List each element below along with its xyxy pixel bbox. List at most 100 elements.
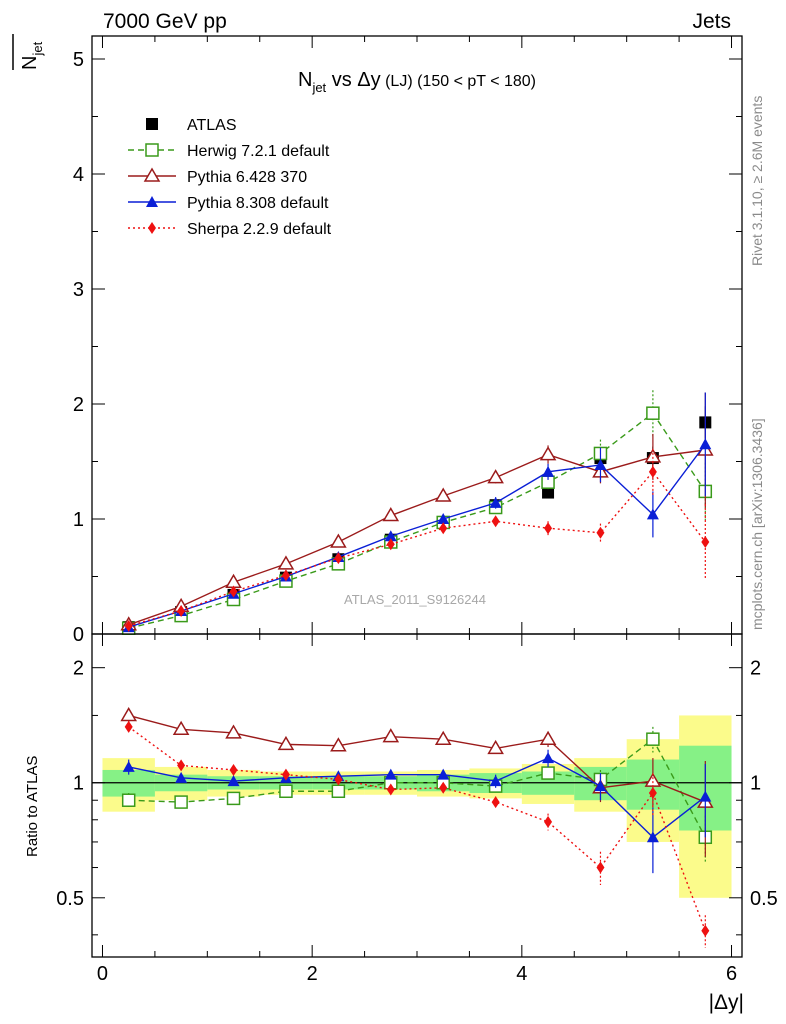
data-point: [124, 619, 133, 632]
legend-marker: [146, 196, 158, 207]
y-tick-label-right: 1: [750, 773, 761, 795]
data-point: [487, 469, 504, 484]
data-point: [699, 790, 712, 802]
data-point: [544, 522, 553, 535]
data-point: [542, 465, 555, 477]
data-point: [175, 771, 188, 783]
x-tick-label: 0: [97, 963, 108, 985]
data-point: [386, 783, 395, 796]
data-point: [279, 784, 293, 799]
title-main-sub: jet: [311, 80, 326, 95]
data-point: [277, 555, 295, 570]
data-point: [226, 791, 241, 806]
data-point: [489, 496, 502, 508]
data-point: [439, 781, 448, 794]
y-axis-label-bottom: Ratio to ATLAS: [24, 756, 41, 857]
data-point: [594, 458, 607, 470]
data-point: [225, 724, 242, 739]
data-point: [541, 766, 555, 780]
ratio-panel: 0 2 4 6 0.5 0.5 1 1 2 2: [56, 633, 778, 985]
data-point: [384, 530, 397, 542]
legend-marker: [145, 143, 159, 157]
series-pythia6: [120, 706, 714, 857]
data-point: [174, 795, 188, 809]
legend: ATLAS Herwig 7.2.1 default Pythia 6.428 37…: [128, 117, 332, 238]
x-tick-label: 2: [307, 963, 318, 985]
data-point: [120, 706, 137, 722]
title-tag: (LJ): [381, 73, 413, 90]
title-range: (150 < pT < 180): [413, 73, 536, 90]
x-tick-label: 6: [726, 963, 737, 985]
data-point: [121, 793, 136, 807]
data-point: [177, 605, 186, 617]
data-point: [437, 513, 450, 524]
data-point: [594, 780, 607, 792]
legend-marker: [146, 118, 158, 130]
data-point: [334, 552, 343, 565]
legend-label: Pythia 6.428 370: [187, 169, 307, 186]
y-tick-label: 2: [73, 394, 84, 416]
data-point: [229, 585, 238, 598]
data-point: [646, 508, 659, 520]
data-point: [281, 768, 290, 781]
data-point: [386, 538, 395, 551]
x-tick-label: 4: [516, 963, 527, 985]
series-sherpa: [124, 448, 710, 632]
data-point: [701, 924, 710, 937]
data-point: [596, 861, 605, 874]
data-point: [439, 522, 448, 535]
series-line: [128, 757, 706, 839]
data-point: [434, 487, 452, 502]
data-point: [646, 732, 660, 746]
data-point: [539, 446, 557, 461]
legend-label: Pythia 8.308 default: [187, 195, 329, 212]
y-tick-label-right: 0.5: [750, 888, 778, 910]
data-point: [227, 775, 240, 787]
title-main: N: [298, 69, 312, 91]
data-point: [384, 768, 397, 780]
data-point: [491, 796, 500, 809]
data-point: [701, 536, 710, 548]
data-point: [596, 526, 605, 539]
data-point: [487, 739, 504, 755]
data-point: [122, 760, 135, 772]
main-panel: 0 1 2 3 4 5: [73, 35, 743, 646]
legend-marker: [148, 222, 156, 234]
data-point: [542, 486, 555, 499]
data-point: [434, 730, 452, 745]
series-line: [128, 412, 706, 629]
data-point: [437, 768, 450, 780]
plot-title: Njet vs Δy (LJ) (150 < pT < 180): [298, 69, 536, 95]
data-point: [277, 735, 295, 751]
y-tick-label: 0.5: [56, 888, 84, 910]
y-tick-label: 5: [73, 49, 84, 71]
data-point: [648, 465, 657, 478]
side-label-rivet: Rivet 3.1.10, ≥ 2.6M events: [749, 96, 765, 266]
x-axis-label: |Δy|: [709, 991, 744, 1014]
data-point: [539, 730, 557, 745]
legend-label: Sherpa 2.2.9 default: [187, 221, 332, 238]
data-point: [331, 784, 346, 799]
legend-label: Herwig 7.2.1 default: [187, 143, 330, 160]
data-point: [648, 787, 657, 800]
data-point: [491, 515, 500, 528]
data-point: [646, 406, 660, 420]
series-line: [128, 449, 706, 626]
series-line: [128, 726, 706, 931]
y-axis-label-top: Njet: [19, 41, 45, 70]
y-tick-label: 1: [73, 509, 84, 531]
header-right: Jets: [692, 10, 731, 33]
data-point: [489, 775, 502, 787]
series-sherpa: [124, 720, 710, 948]
watermark: ATLAS_2011_S9126244: [344, 592, 486, 607]
y-tick-label-right: 2: [750, 658, 761, 680]
legend-label: ATLAS: [187, 117, 237, 134]
y-tick-label: 3: [73, 279, 84, 301]
data-point: [699, 438, 712, 450]
data-point: [229, 763, 238, 776]
data-point: [646, 831, 659, 843]
data-point: [172, 720, 190, 736]
series-line: [128, 470, 706, 627]
data-point: [334, 773, 343, 786]
